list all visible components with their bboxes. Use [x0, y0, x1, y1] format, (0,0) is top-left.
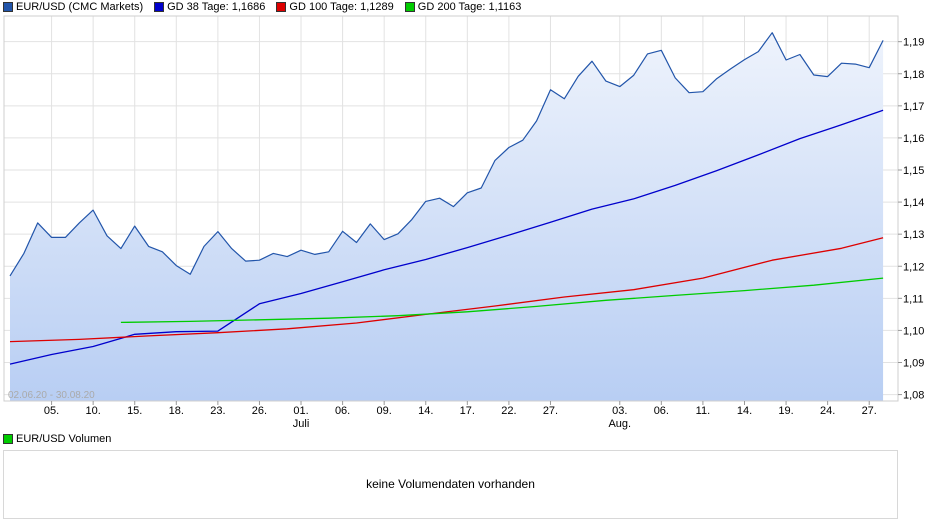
series-lines — [9, 32, 884, 365]
plot-frame — [3, 15, 899, 402]
x-tick-label: 27. — [862, 405, 877, 417]
series-line-2 — [9, 237, 884, 343]
y-tick-label: 1,18 — [903, 69, 924, 81]
x-tick-label: 09. — [377, 405, 392, 417]
y-axis: 1,19 1,18 1,17 1,16 1,15 1,14 1,13 1,12 1,11 1,10… — [898, 37, 924, 402]
legend-item: GD 38 Tage: 1,1686 — [154, 1, 265, 13]
volume-empty-message: keine Volumendaten vorhanden — [366, 477, 535, 491]
legend-swatch — [154, 2, 165, 12]
x-tick-label: 15. — [127, 405, 142, 417]
legend-swatch — [3, 2, 13, 12]
x-tick-label: 06. — [335, 405, 350, 417]
x-tick-label: 14. — [737, 405, 752, 417]
x-axis: 05. 10. 15. 18. 23. 26. 01.Juli 06. 09. 14. 17. 22.… — [44, 401, 877, 430]
y-tick-label: 1,12 — [903, 261, 924, 273]
price-area — [10, 32, 884, 401]
x-tick-label: 05. — [44, 405, 59, 417]
x-tick-label: 17. — [460, 405, 475, 417]
y-tick-label: 1,14 — [903, 197, 924, 209]
chart-legend: EUR/USD (CMC Markets) GD 38 Tage: 1,1686 G… — [3, 0, 532, 14]
legend-label: GD 38 Tage: 1,1686 — [167, 1, 266, 13]
x-tick-label: 24. — [820, 405, 835, 417]
x-tick-label: 11. — [696, 405, 710, 417]
x-tick-label: 22. — [501, 405, 516, 417]
y-tick-label: 1,17 — [903, 101, 924, 113]
legend-label: GD 100 Tage: 1,1289 — [289, 1, 394, 13]
y-tick-label: 1,13 — [903, 229, 924, 241]
legend-item: GD 200 Tage: 1,1163 — [404, 1, 522, 13]
y-tick-label: 1,10 — [903, 325, 924, 337]
plot-border — [3, 15, 899, 402]
price-area-fill — [10, 32, 884, 401]
y-tick-label: 1,08 — [903, 390, 924, 402]
x-month-label: Aug. — [608, 418, 631, 430]
legend-swatch — [404, 2, 415, 12]
volume-legend-label: EUR/USD Volumen — [16, 433, 112, 445]
series-line-1 — [9, 109, 884, 365]
volume-panel: keine Volumendaten vorhanden — [3, 450, 898, 519]
legend-item: GD 100 Tage: 1,1289 — [276, 1, 394, 13]
x-tick-label: 18. — [169, 405, 184, 417]
volume-legend-swatch — [3, 434, 13, 444]
legend-swatch — [276, 2, 287, 12]
series-line-0 — [9, 32, 884, 277]
y-tick-label: 1,11 — [903, 293, 924, 305]
x-tick-label: 19. — [778, 405, 793, 417]
legend-label: EUR/USD (CMC Markets) — [16, 1, 144, 13]
x-tick-label: 26. — [252, 405, 267, 417]
x-tick-label: 10. — [86, 405, 101, 417]
y-tick-label: 1,15 — [903, 165, 924, 177]
x-tick-label: 01. — [293, 405, 308, 417]
x-tick-label: 06. — [654, 405, 669, 417]
legend-label: GD 200 Tage: 1,1163 — [417, 1, 522, 13]
legend-item: EUR/USD (CMC Markets) — [3, 1, 143, 13]
y-tick-label: 1,19 — [903, 37, 924, 49]
volume-legend: EUR/USD Volumen — [3, 433, 111, 445]
x-tick-label: 14. — [418, 405, 433, 417]
price-chart: 1,19 1,18 1,17 1,16 1,15 1,14 1,13 1,12 1,11 1,10… — [3, 15, 924, 430]
y-tick-label: 1,09 — [903, 358, 924, 370]
date-range-label: 02.06.20 - 30.08.20 — [8, 390, 95, 401]
series-line-3 — [120, 277, 884, 324]
x-tick-label: 27. — [543, 405, 558, 417]
x-month-label: Juli — [293, 418, 310, 430]
x-tick-label: 23. — [210, 405, 225, 417]
y-tick-label: 1,16 — [903, 133, 924, 145]
x-tick-label: 03. — [612, 405, 627, 417]
